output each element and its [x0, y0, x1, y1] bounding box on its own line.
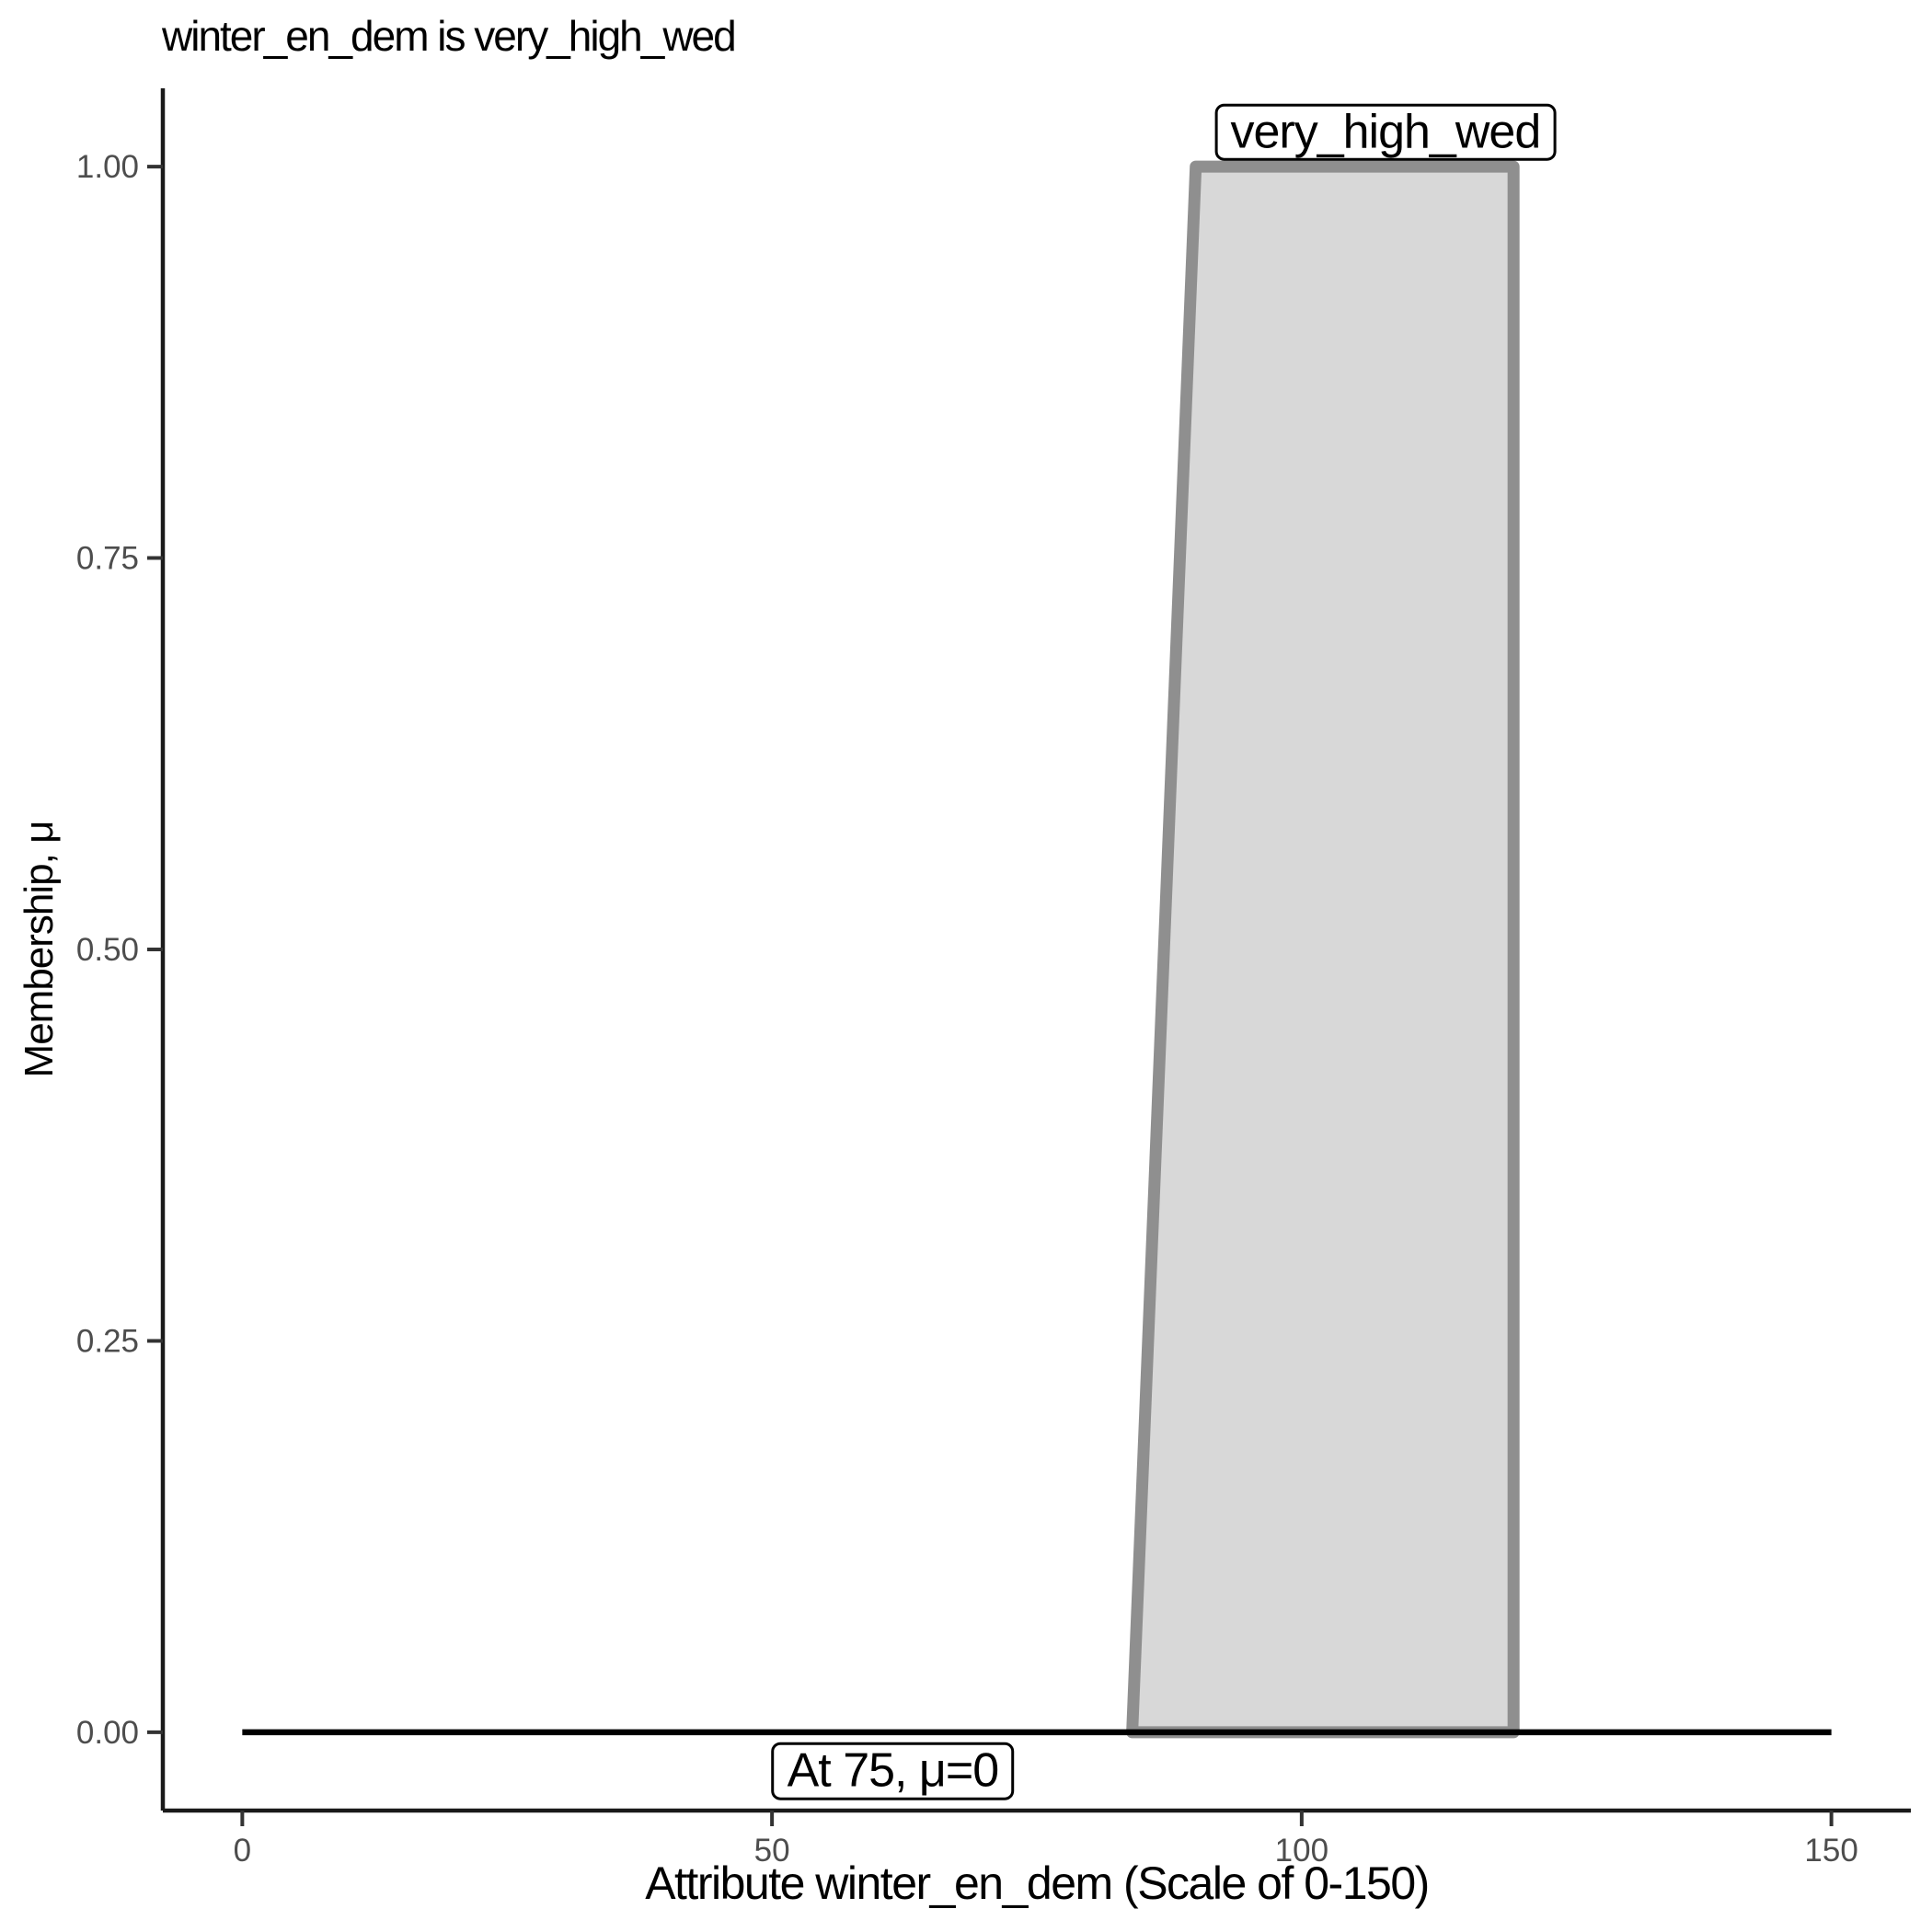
chart-title: winter_en_dem is very_high_wed: [162, 12, 737, 60]
x-tick-label: 150: [1804, 1833, 1857, 1869]
y-tick-label: 0.75: [76, 541, 139, 577]
x-axis-title: Attribute winter_en_dem (Scale of 0-150): [645, 1857, 1430, 1909]
x-tick-label: 100: [1275, 1833, 1328, 1869]
series-layer: [1126, 160, 1520, 1739]
y-tick-label: 0.50: [76, 932, 139, 968]
annotation-set-label: very_high_wed: [1214, 103, 1557, 161]
annotation-mu-at-75: At 75, μ=0: [771, 1742, 1015, 1800]
axis-layer: 0 50 100 150 0.00 0.25 0.50 0.75 1.00: [76, 88, 1911, 1869]
y-tick-label: 0.25: [76, 1323, 139, 1359]
membership-curve-very_high_wed: [1126, 160, 1520, 1739]
y-axis-title: Membership, μ: [17, 821, 62, 1078]
y-tick-label: 0.00: [76, 1715, 139, 1751]
y-tick-label: 1.00: [76, 149, 139, 185]
x-tick-label: 0: [234, 1833, 251, 1869]
x-tick-label: 50: [754, 1833, 790, 1869]
